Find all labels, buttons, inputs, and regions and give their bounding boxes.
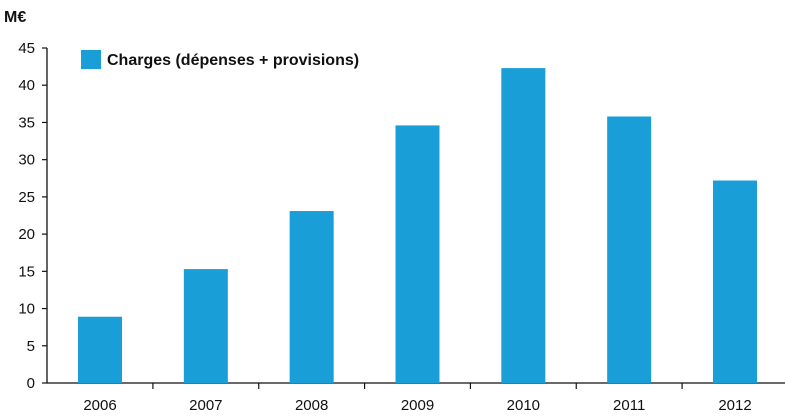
x-tick-label: 2012 [718, 397, 751, 414]
bar-series [78, 68, 757, 383]
y-tick-label: 35 [18, 114, 35, 131]
y-tick-label: 40 [18, 77, 35, 94]
x-tick-label: 2011 [613, 397, 645, 414]
x-tick-label: 2010 [507, 397, 540, 414]
x-tick-label: 2007 [189, 397, 222, 414]
bar-2006 [78, 316, 122, 383]
y-tick-label: 30 [18, 152, 35, 169]
x-tick-label: 2006 [83, 397, 116, 414]
y-tick-label: 45 [18, 40, 35, 57]
y-tick-label: 5 [27, 338, 35, 355]
legend-swatch [81, 50, 101, 69]
y-tick-label: 20 [18, 226, 35, 243]
y-axis: 0 5 10 15 20 25 30 35 40 45 [18, 40, 48, 392]
bar-2012 [713, 180, 757, 383]
y-tick-label: 0 [27, 375, 35, 392]
legend-label: Charges (dépenses + provisions) [107, 52, 359, 69]
x-axis: 2006 2007 2008 2009 2010 2011 2012 [47, 382, 785, 414]
y-tick-label: 25 [18, 189, 35, 206]
bar-2007 [183, 269, 228, 383]
y-tick-label: 10 [18, 301, 35, 318]
x-tick-label: 2008 [295, 397, 328, 414]
y-tick-label: 15 [18, 263, 35, 280]
bar-2010 [501, 68, 546, 383]
x-tick-label: 2009 [401, 397, 434, 414]
legend: Charges (dépenses + provisions) [81, 50, 359, 69]
bar-2011 [607, 116, 652, 383]
y-unit-label: M€ [4, 9, 26, 26]
bar-2009 [395, 125, 440, 383]
bar-2008 [289, 211, 334, 383]
